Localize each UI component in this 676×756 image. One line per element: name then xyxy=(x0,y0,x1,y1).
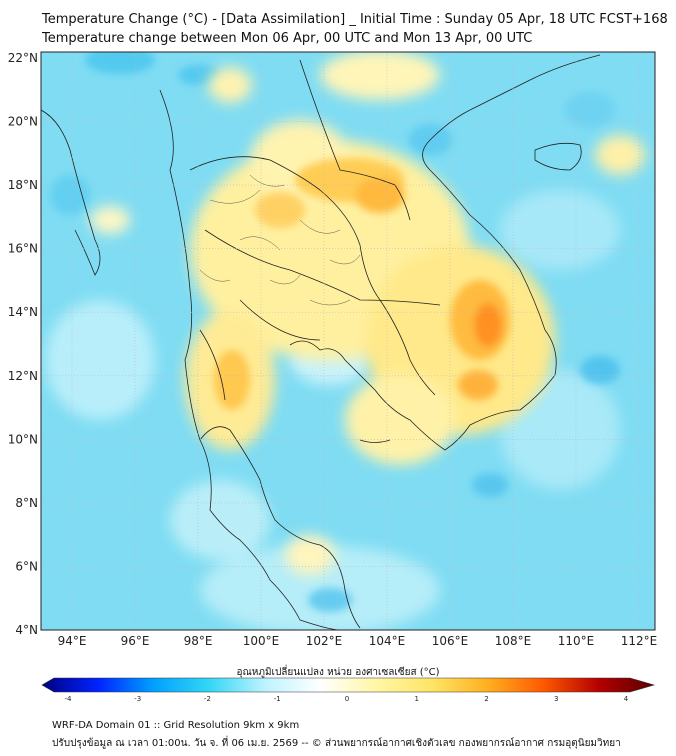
lat-label: 10°N xyxy=(8,432,38,446)
lon-label: 108°E xyxy=(495,634,532,648)
coastline-borders xyxy=(41,54,601,630)
lon-label: 98°E xyxy=(184,634,213,648)
colorbar-tick-labels: -4 -3 -2 -1 0 1 2 3 4 xyxy=(65,695,629,703)
lon-label: 96°E xyxy=(121,634,150,648)
longitude-labels: 94°E 96°E 98°E 100°E 102°E 104°E 106°E 108°E 110… xyxy=(58,634,658,648)
graticule xyxy=(41,52,655,630)
lon-label: 112°E xyxy=(621,634,658,648)
colorbar-tick-label: 1 xyxy=(415,695,419,703)
temperature-change-map: 22°N 20°N 18°N 16°N 14°N 12°N 10°N 8°N 6°N 4°N 94… xyxy=(8,51,658,648)
colorbar-tick-label: 0 xyxy=(345,695,349,703)
map-frame xyxy=(40,51,656,631)
footer-model-info: WRF-DA Domain 01 :: Grid Resolution 9km … xyxy=(52,720,300,731)
map-title: Temperature Change (°C) - [Data Assimila… xyxy=(42,12,668,27)
colorbar-tick-label: 4 xyxy=(624,695,629,703)
lon-label: 102°E xyxy=(306,634,343,648)
lat-label: 16°N xyxy=(8,242,38,256)
colorbar-tick-label: -1 xyxy=(274,695,281,703)
lat-label: 20°N xyxy=(8,115,38,129)
lon-label: 104°E xyxy=(369,634,406,648)
latitude-labels: 22°N 20°N 18°N 16°N 14°N 12°N 10°N 8°N 6°N 4°N xyxy=(8,51,38,637)
lon-label: 100°E xyxy=(243,634,280,648)
colorbar-gradient xyxy=(41,677,656,693)
lon-label: 110°E xyxy=(558,634,595,648)
colorbar-tick-label: 2 xyxy=(484,695,488,703)
map-subtitle: Temperature change between Mon 06 Apr, 0… xyxy=(42,31,533,46)
lat-label: 8°N xyxy=(15,496,38,510)
colorbar: -4 -3 -2 -1 0 1 2 3 4 xyxy=(41,677,656,703)
colorbar-tick-label: -3 xyxy=(134,695,141,703)
colorbar-tick-label: 3 xyxy=(554,695,558,703)
colorbar-tick-label: -4 xyxy=(65,695,73,703)
footer-update-info: ปรับปรุงข้อมูล ณ เวลา 01:00น. วัน จ. ที่… xyxy=(52,738,621,749)
colorbar-tick-label: -2 xyxy=(204,695,211,703)
lon-label: 106°E xyxy=(432,634,469,648)
lat-label: 4°N xyxy=(15,623,38,637)
colorbar-title: อุณหภูมิเปลี่ยนแปลง หน่วย องศาเซลเซียส (… xyxy=(236,667,440,678)
lat-label: 12°N xyxy=(8,369,38,383)
lat-label: 6°N xyxy=(15,559,38,573)
lat-label: 14°N xyxy=(8,305,38,319)
lat-label: 22°N xyxy=(8,51,38,65)
lat-label: 18°N xyxy=(8,178,38,192)
temperature-field xyxy=(41,52,655,630)
lon-label: 94°E xyxy=(58,634,87,648)
